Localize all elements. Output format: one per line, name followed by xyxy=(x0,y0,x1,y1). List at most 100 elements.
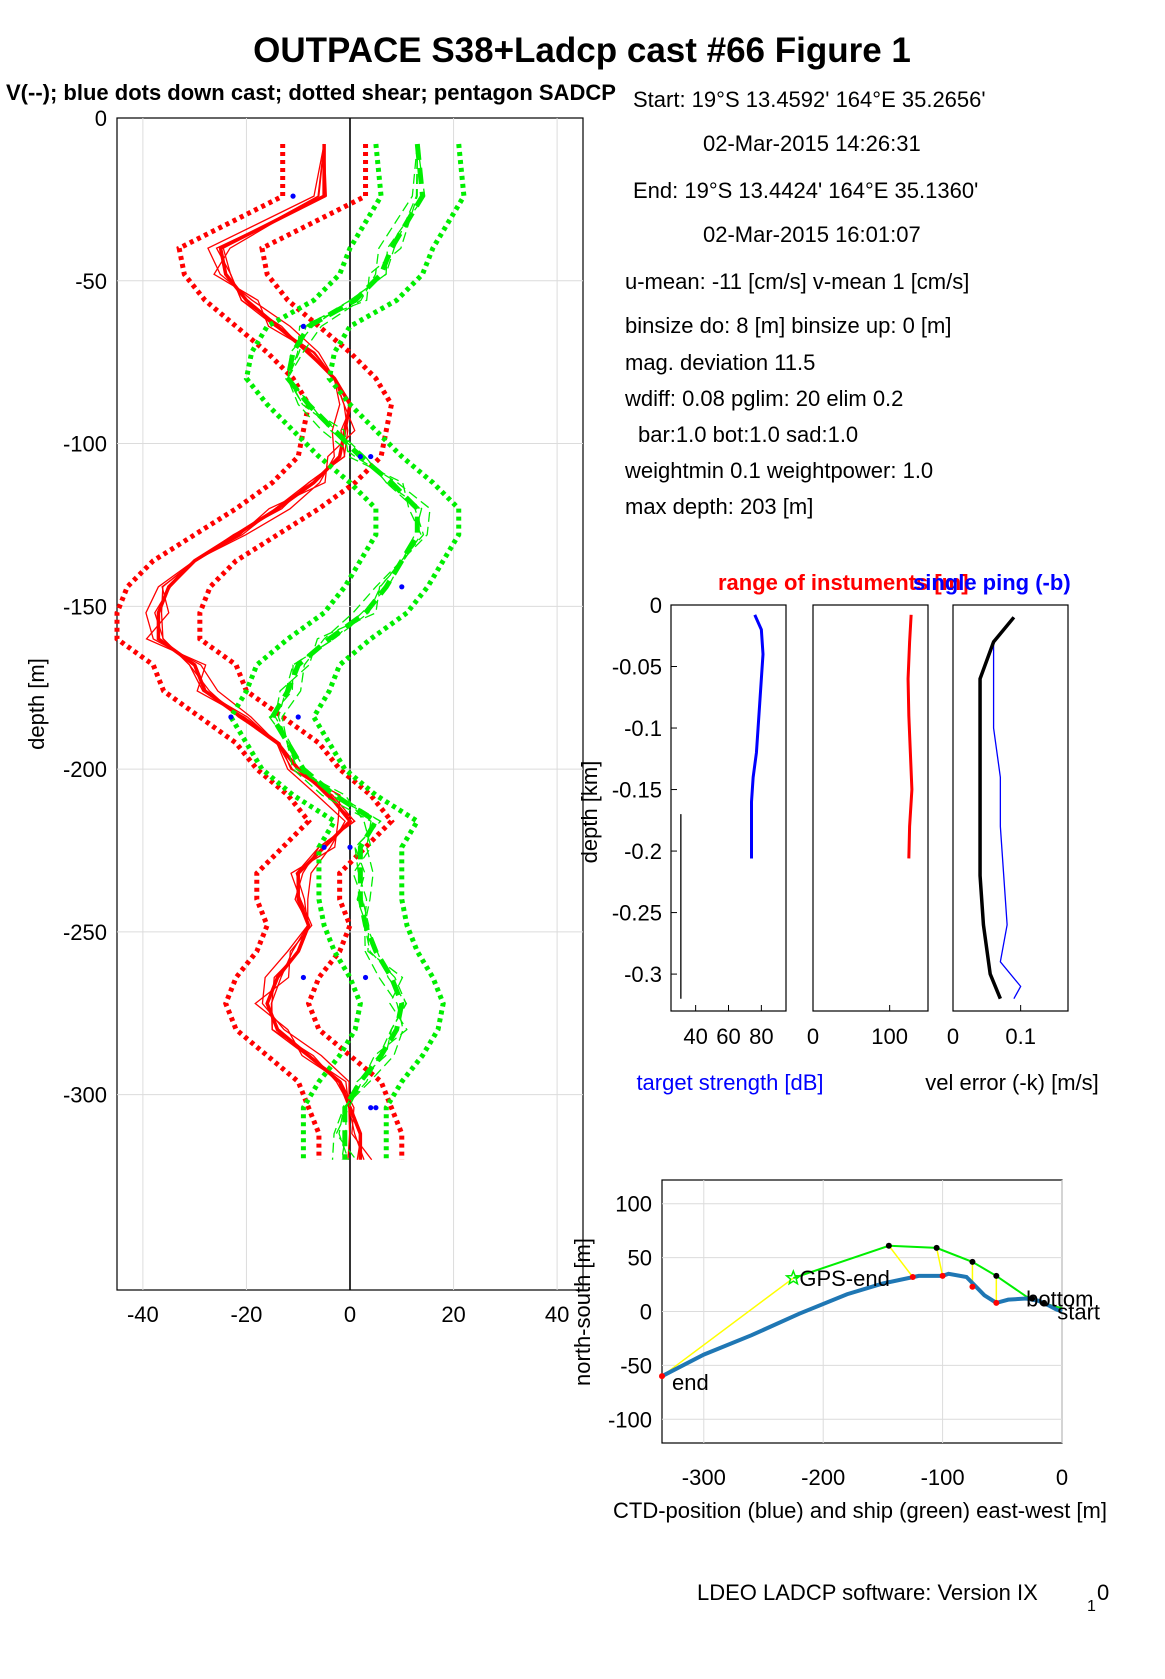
x-tick-label: 0 xyxy=(1056,1465,1068,1490)
x-tick-label: -200 xyxy=(801,1465,845,1490)
x-tick-label: 0.1 xyxy=(1005,1024,1036,1049)
position-axes: -300 -200 -100 0 100 50 0 -50 -100 north-south [… xyxy=(570,1179,1107,1523)
downcast-dot xyxy=(300,323,306,329)
x-tick-label: 0 xyxy=(344,1302,356,1327)
ship-position-dot xyxy=(933,1244,940,1251)
ship-position-dot xyxy=(993,1272,1000,1279)
downcast-dot xyxy=(368,453,374,460)
means-line: u-mean: -11 [cm/s] v-mean 1 [cm/s] xyxy=(625,269,969,294)
footer-text: LDEO LADCP software: Version IX xyxy=(697,1580,1038,1605)
main-series xyxy=(114,143,467,1161)
y-tick-label: -50 xyxy=(75,269,107,294)
label-start: start xyxy=(1057,1300,1100,1325)
main-ticks: -40 -20 0 20 400-50-100-150-200-250-300 xyxy=(63,106,569,1327)
downcast-dot xyxy=(373,1105,379,1111)
ship-ctd-link xyxy=(935,1247,944,1277)
ts-xlabel: target strength [dB] xyxy=(636,1070,823,1095)
series-band-upper xyxy=(310,143,467,1160)
single-ping-title: single ping (-b) xyxy=(913,570,1071,595)
figure-title: OUTPACE S38+Ladcp cast #66 Figure 1 xyxy=(253,31,911,70)
x-tick-label: 100 xyxy=(871,1024,908,1049)
ship-position-dot xyxy=(1041,1299,1048,1306)
y-tick-label: -0.3 xyxy=(624,962,662,987)
y-tick-label: -0.2 xyxy=(624,839,662,864)
series-ensemble-line xyxy=(274,144,422,1161)
ship-ctd-link xyxy=(661,1277,794,1377)
wdiff-line: wdiff: 0.08 pglim: 20 elim 0.2 xyxy=(624,386,903,411)
y-tick-label: 0 xyxy=(650,593,662,618)
figure-subtitle: V(--); blue dots down cast; dotted shear… xyxy=(6,80,616,105)
small-panels: range of instuments [m] single ping (-b)… xyxy=(577,570,1099,1095)
position-ticks: -300 -200 -100 0 100 50 0 -50 -100 xyxy=(608,1192,1068,1490)
weight-line: weightmin 0.1 weightpower: 1.0 xyxy=(624,458,933,483)
binsize-line: binsize do: 8 [m] binsize up: 0 [m] xyxy=(625,313,952,338)
x-tick-label: 20 xyxy=(441,1302,465,1327)
footer: LDEO LADCP software: Version IX 1 0 xyxy=(697,1580,1109,1615)
velerr-panel-frame xyxy=(952,604,1069,1012)
x-tick-label: -20 xyxy=(231,1302,263,1327)
end-time: 02-Mar-2015 16:01:07 xyxy=(703,222,921,247)
x-tick-label: -300 xyxy=(682,1465,726,1490)
y-tick-label: -300 xyxy=(63,1083,107,1108)
series-ensemble-line xyxy=(145,143,373,1161)
downcast-dot xyxy=(399,584,405,590)
series-ensemble-line xyxy=(281,143,431,1160)
y-tick-label: 50 xyxy=(628,1246,652,1271)
x-tick-label: 60 xyxy=(716,1024,740,1049)
downcast-dot xyxy=(290,193,296,199)
downcast-dot xyxy=(368,1105,374,1111)
ctd-position-dot xyxy=(939,1272,946,1279)
y-tick-label: -0.1 xyxy=(624,716,662,741)
small-ticks: 40 60 80 0 100 0 0.1 0 -0.05 -0.1 -0.15 -0.2 -0.25 -0… xyxy=(612,593,1036,1049)
ship-position-dot xyxy=(1029,1295,1036,1302)
series-main-line xyxy=(269,143,426,1160)
magdev-line: mag. deviation 11.5 xyxy=(625,350,815,375)
x-tick-label: -40 xyxy=(127,1302,159,1327)
x-tick-label: 40 xyxy=(683,1024,707,1049)
ship-position-dot xyxy=(969,1258,976,1265)
end-line: End: 19°S 13.4424' 164°E 35.1360' xyxy=(633,178,978,203)
ctd-position-dot xyxy=(659,1373,665,1380)
start-line: Start: 19°S 13.4592' 164°E 35.2656' xyxy=(633,87,986,112)
series-band-upper xyxy=(197,144,405,1160)
downcast-dot xyxy=(357,453,363,460)
series-ensemble-line xyxy=(277,144,425,1160)
x-tick-label: -100 xyxy=(921,1465,965,1490)
x-tick-label: 80 xyxy=(749,1024,773,1049)
gps-end-marker xyxy=(784,1269,802,1286)
y-tick-label: -0.05 xyxy=(612,655,662,680)
position-grid xyxy=(662,1180,1063,1443)
position-ylabel: north-south [m] xyxy=(570,1238,595,1386)
series-main-line xyxy=(156,144,363,1160)
y-tick-label: -250 xyxy=(63,920,107,945)
label-gps-end: GPS-end xyxy=(799,1266,890,1291)
ctd-position-dot xyxy=(993,1299,1000,1306)
main-ylabel: depth [m] xyxy=(24,658,49,750)
position-xlabel: CTD-position (blue) and ship (green) eas… xyxy=(613,1498,1107,1523)
ctd-track xyxy=(661,1271,1063,1378)
position-series xyxy=(659,1242,1063,1380)
downcast-dot xyxy=(321,844,327,850)
ctd-position-dot xyxy=(909,1274,916,1281)
range-title: range of instuments [m] xyxy=(718,570,969,595)
downcast-dot xyxy=(347,844,353,850)
label-bottom: bottom xyxy=(1026,1287,1093,1312)
footer-tail: 0 xyxy=(1097,1580,1109,1605)
y-tick-label: -50 xyxy=(620,1353,652,1378)
downcast-dot xyxy=(295,714,301,720)
series-ensemble-line xyxy=(154,144,362,1160)
y-tick-label: -150 xyxy=(63,594,107,619)
footer-subscript: 1 xyxy=(1087,1598,1096,1615)
range-panel-frame xyxy=(812,604,929,1012)
panel-series-line xyxy=(992,616,1022,1000)
y-tick-label: 0 xyxy=(95,106,107,131)
x-tick-label: 0 xyxy=(807,1024,819,1049)
downcast-dot xyxy=(228,714,234,720)
velerr-xlabel: vel error (-k) [m/s] xyxy=(925,1070,1099,1095)
panel-series-line xyxy=(750,614,765,859)
small-ylabel: depth [km] xyxy=(577,761,602,864)
cast-info: Start: 19°S 13.4592' 164°E 35.2656' 02-M… xyxy=(624,87,986,519)
maxdepth-line: max depth: 203 [m] xyxy=(625,494,813,519)
ship-ctd-link xyxy=(888,1245,914,1278)
